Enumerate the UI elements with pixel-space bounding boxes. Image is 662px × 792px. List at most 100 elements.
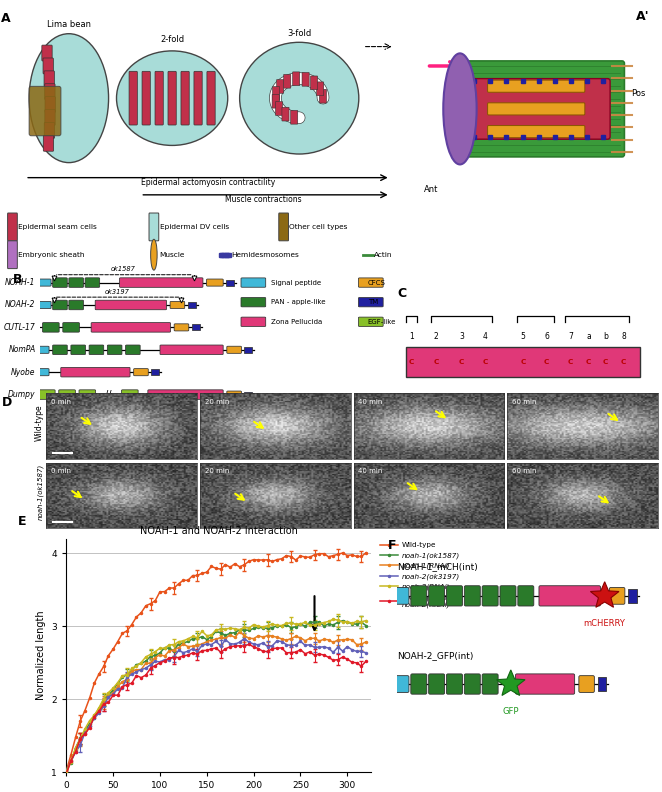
Text: C: C	[459, 359, 464, 365]
FancyBboxPatch shape	[91, 322, 171, 332]
noah-1(ok1587);
noah-2(RNAi)	[245, 639, 253, 649]
FancyBboxPatch shape	[453, 61, 624, 157]
noah-1(RNAi)	[62, 771, 70, 780]
FancyBboxPatch shape	[126, 345, 140, 355]
FancyBboxPatch shape	[61, 367, 130, 377]
FancyBboxPatch shape	[291, 110, 298, 124]
FancyBboxPatch shape	[516, 674, 575, 694]
FancyBboxPatch shape	[488, 126, 585, 138]
FancyBboxPatch shape	[95, 300, 166, 310]
noah-2(RNAi)	[217, 625, 225, 634]
Polygon shape	[496, 670, 525, 695]
noah-2(ok3197)	[151, 657, 159, 666]
Line: Wild-type: Wild-type	[65, 552, 367, 772]
noah-1(ok1587)	[151, 650, 159, 660]
Ellipse shape	[29, 34, 109, 162]
Text: 60 min: 60 min	[512, 399, 536, 406]
Text: Zona Pellucida: Zona Pellucida	[271, 318, 322, 325]
Line: noah-2(ok3197): noah-2(ok3197)	[65, 638, 367, 772]
Text: F: F	[388, 539, 397, 551]
Text: ok3197: ok3197	[105, 289, 130, 295]
Text: Epidermal DV cells: Epidermal DV cells	[160, 224, 229, 230]
FancyBboxPatch shape	[181, 71, 189, 125]
Text: C: C	[544, 359, 549, 365]
Text: 40 min: 40 min	[358, 468, 383, 474]
FancyBboxPatch shape	[53, 278, 68, 287]
FancyBboxPatch shape	[59, 390, 75, 399]
noah-2(ok3197)	[353, 646, 361, 656]
noah-1(RNAi)	[353, 640, 361, 649]
FancyBboxPatch shape	[207, 279, 223, 286]
FancyBboxPatch shape	[316, 82, 324, 96]
noah-2(ok3197)	[324, 643, 332, 653]
noah-1(ok1587)	[62, 765, 70, 775]
FancyBboxPatch shape	[134, 368, 148, 375]
Text: //: //	[105, 390, 112, 400]
Y-axis label: Normalized length: Normalized length	[36, 611, 46, 700]
FancyBboxPatch shape	[122, 390, 138, 399]
Text: b: b	[603, 332, 608, 341]
Text: NomPA: NomPA	[9, 345, 36, 354]
Text: Other cell types: Other cell types	[289, 224, 348, 230]
FancyBboxPatch shape	[44, 70, 54, 87]
FancyBboxPatch shape	[358, 317, 383, 326]
Text: TM: TM	[368, 299, 378, 305]
FancyBboxPatch shape	[194, 71, 202, 125]
Text: 6: 6	[544, 332, 549, 341]
FancyBboxPatch shape	[467, 78, 610, 139]
FancyBboxPatch shape	[42, 322, 59, 332]
Title: NOAH-1 and NOAH-2 interaction: NOAH-1 and NOAH-2 interaction	[140, 527, 297, 536]
FancyBboxPatch shape	[191, 325, 200, 330]
FancyBboxPatch shape	[283, 74, 291, 88]
FancyBboxPatch shape	[272, 94, 279, 108]
noah-2(RNAi)	[353, 617, 361, 626]
Text: Wild-type: Wild-type	[35, 404, 44, 441]
Text: 8: 8	[621, 332, 626, 341]
Text: 0 min: 0 min	[51, 468, 71, 474]
FancyBboxPatch shape	[63, 322, 79, 332]
FancyBboxPatch shape	[155, 71, 164, 125]
FancyBboxPatch shape	[43, 58, 54, 74]
noah-1(ok1587);
noah-2(RNAi)	[324, 653, 332, 662]
Text: 5: 5	[520, 332, 526, 341]
Text: C: C	[483, 359, 488, 365]
Wild-type	[62, 767, 70, 776]
Text: mCHERRY: mCHERRY	[584, 619, 626, 628]
Ellipse shape	[117, 51, 228, 146]
FancyBboxPatch shape	[43, 135, 54, 151]
FancyBboxPatch shape	[406, 347, 640, 377]
Text: 2: 2	[434, 332, 439, 341]
noah-1(RNAi)	[362, 637, 370, 646]
FancyBboxPatch shape	[310, 76, 318, 89]
FancyBboxPatch shape	[319, 89, 326, 103]
noah-1(ok1587);
noah-2(RNAi)	[217, 648, 225, 657]
Wild-type	[132, 612, 140, 622]
Text: 7: 7	[568, 332, 573, 341]
FancyBboxPatch shape	[244, 391, 252, 398]
FancyBboxPatch shape	[45, 84, 55, 100]
FancyBboxPatch shape	[69, 300, 83, 310]
Text: NOAH-1: NOAH-1	[5, 278, 36, 287]
FancyBboxPatch shape	[227, 391, 242, 398]
noah-1(ok1587)	[217, 628, 225, 638]
Line: noah-2(RNAi): noah-2(RNAi)	[65, 618, 367, 772]
Text: C: C	[621, 359, 626, 365]
noah-1(ok1587);
noah-2(RNAi)	[62, 769, 70, 779]
Text: E: E	[17, 515, 26, 527]
Text: C: C	[602, 359, 608, 365]
noah-1(ok1587)	[132, 660, 140, 669]
Text: C: C	[434, 359, 439, 365]
Text: 2-fold: 2-fold	[160, 36, 184, 44]
FancyBboxPatch shape	[79, 390, 95, 399]
Text: 3-fold: 3-fold	[287, 29, 311, 38]
Wild-type	[217, 565, 225, 574]
Text: 1: 1	[409, 332, 414, 341]
Wild-type	[151, 596, 159, 605]
Text: Pos: Pos	[632, 89, 646, 98]
FancyBboxPatch shape	[38, 368, 49, 375]
Text: a: a	[587, 332, 591, 341]
Text: CUTL-17: CUTL-17	[4, 323, 36, 332]
noah-1(ok1587);
noah-2(RNAi)	[362, 657, 370, 666]
FancyBboxPatch shape	[411, 586, 427, 606]
FancyBboxPatch shape	[396, 676, 409, 692]
